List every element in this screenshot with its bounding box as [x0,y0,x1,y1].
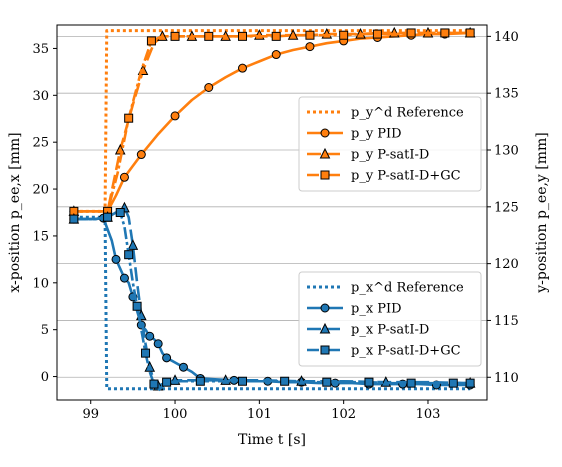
data-point [322,377,332,387]
y-left-tick-label: 15 [32,229,49,244]
x-axis-label: Time t [s] [238,432,306,448]
y-left-tick-label: 0 [41,370,49,385]
data-point [406,378,416,388]
y-right-axis-label: y-position p_ee,y [mm] [534,132,550,294]
data-point [305,30,315,40]
legend-label: p_y P-satI-D [351,148,429,163]
data-point [364,377,374,387]
x-tick-label: 103 [416,407,441,422]
y-right-tick-label: 140 [494,30,519,45]
y-right-tick-label: 130 [494,144,519,159]
data-point [280,376,290,386]
data-point [119,172,129,182]
data-point [103,212,113,222]
data-point [271,31,281,41]
legend-label: p_x PID [351,302,402,317]
data-point [124,113,134,123]
legend-x: p_x^d Reference p_x PID p_x P-satI-D p_x P-… [298,271,482,367]
y-right-tick-label: 110 [494,371,519,386]
series-group [68,26,476,392]
data-point [170,31,180,41]
legend-marker [319,322,331,334]
data-point [136,150,146,160]
y-left-tick-label: 10 [32,276,49,291]
legend-marker [320,128,330,138]
legend-marker [319,147,331,159]
series-line-4 [73,215,471,391]
data-point [162,377,172,387]
data-point [237,31,247,41]
y-left-tick-label: 35 [32,42,49,57]
data-point [153,339,163,349]
data-point [448,378,458,388]
data-point [237,376,247,386]
legend-x-box [298,271,482,367]
data-point [440,28,450,38]
data-point [149,379,159,389]
data-point [178,362,188,372]
y-left-tick-label: 30 [32,89,49,104]
x-tick-label: 101 [247,407,272,422]
data-point [465,378,475,388]
gridlines [57,35,487,378]
legend-label: p_y^d Reference [351,106,464,121]
data-point [170,111,180,121]
data-point [406,28,416,38]
data-point [145,331,155,341]
data-point [195,376,205,386]
legend-marker [320,345,330,355]
data-point [111,254,121,264]
y-right-tick-label: 115 [494,314,519,329]
data-point [465,28,475,38]
series-line-3 [73,31,471,213]
y-right-tick-label: 120 [494,257,519,272]
y-left-tick-label: 25 [32,136,49,151]
data-point [141,348,151,358]
x-tick-label: 99 [82,407,99,422]
data-point [305,42,315,52]
legend-marker [320,170,330,180]
data-point [132,301,142,311]
data-point [115,208,125,217]
legend-label: p_y P-satI-D+GC [351,169,461,184]
data-point [339,30,349,40]
data-point [271,50,281,60]
y-left-tick-label: 20 [32,183,49,198]
data-point [124,250,134,260]
data-point [372,29,382,39]
legend-label: p_x P-satI-D [351,323,429,338]
series-line-0 [73,29,471,213]
data-point [204,31,214,41]
data-point [162,353,172,363]
x-tick-label: 102 [331,407,356,422]
data-point [204,83,214,92]
x-tick-label: 100 [163,407,188,422]
plot-frame [56,24,488,401]
legend-marker [320,303,330,313]
y-left-axis-label: x-position p_ee,x [mm] [7,132,23,292]
data-point [146,36,156,46]
legend-y: p_y^d Reference p_y PID p_y P-satI-D p_y P-… [298,96,482,192]
data-point [237,63,247,73]
legend-y-box [298,96,482,192]
y-right-tick-label: 125 [494,200,519,215]
data-point [127,239,139,250]
data-point [119,273,129,283]
data-point [69,214,79,224]
legend-label: p_x^d Reference [351,281,464,296]
y-right-tick-label: 135 [494,87,519,102]
legend-label: p_y PID [351,127,402,142]
y-left-tick-label: 5 [41,323,49,338]
legend-label: p_x P-satI-D+GC [351,344,461,359]
